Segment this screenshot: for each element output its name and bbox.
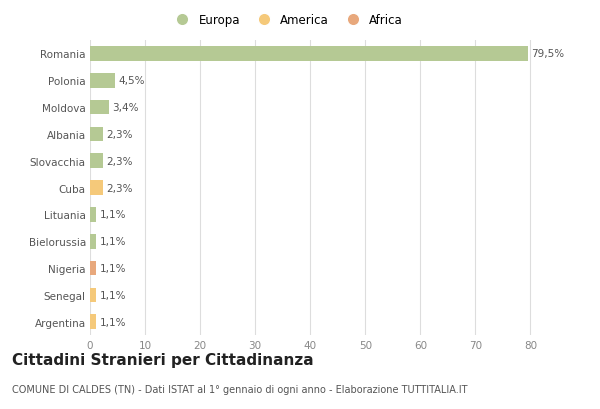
Text: COMUNE DI CALDES (TN) - Dati ISTAT al 1° gennaio di ogni anno - Elaborazione TUT: COMUNE DI CALDES (TN) - Dati ISTAT al 1°… (12, 384, 467, 394)
Text: 1,1%: 1,1% (100, 290, 126, 300)
Text: 2,3%: 2,3% (106, 156, 133, 166)
Bar (90, 154, 103, 169)
Bar (90, 127, 103, 142)
Bar (90, 101, 109, 115)
Bar (90, 74, 115, 88)
Text: 1,1%: 1,1% (100, 237, 126, 247)
Text: 4,5%: 4,5% (118, 76, 145, 86)
Text: 79,5%: 79,5% (531, 49, 564, 59)
Text: 1,1%: 1,1% (100, 317, 126, 327)
Text: 1,1%: 1,1% (100, 263, 126, 274)
Bar (90, 47, 528, 62)
Text: 2,3%: 2,3% (106, 183, 133, 193)
Text: 1,1%: 1,1% (100, 210, 126, 220)
Text: 2,3%: 2,3% (106, 130, 133, 139)
Bar (90, 207, 96, 222)
Bar (90, 288, 96, 303)
Bar (90, 181, 103, 196)
Text: 3,4%: 3,4% (112, 103, 139, 113)
Legend: Europa, America, Africa: Europa, America, Africa (168, 11, 405, 29)
Text: Cittadini Stranieri per Cittadinanza: Cittadini Stranieri per Cittadinanza (12, 352, 314, 367)
Bar (90, 261, 96, 276)
Bar (90, 315, 96, 329)
Bar (90, 234, 96, 249)
